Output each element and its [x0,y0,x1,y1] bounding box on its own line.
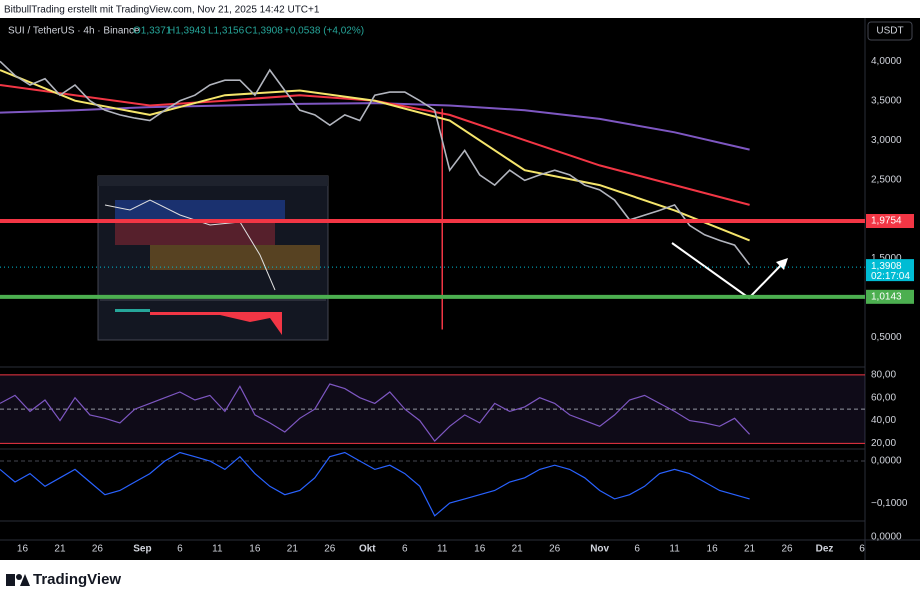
indicator-line [0,383,751,443]
y-tick-label: 80,00 [871,369,896,380]
credit: BitbullTrading erstellt mit TradingView.… [4,5,320,16]
x-tick-label: 11 [212,544,223,555]
ohlc-open: O1,3371 [133,26,172,37]
x-tick-label: 6 [634,544,640,555]
level-label-box [866,214,914,229]
indicator-line [0,451,750,517]
ohlc-close: C1,3908 [245,26,283,37]
x-tick-label: 26 [781,544,793,555]
y-tick-label: 4,0000 [871,56,902,67]
y-tick-label: 0,5000 [871,332,902,343]
x-tick-label: 21 [744,544,756,555]
x-tick-label: 6 [859,544,865,555]
x-tick-label: 21 [54,544,66,555]
countdown: 02:17:04 [871,271,910,282]
x-tick-label: 26 [549,544,561,555]
x-tick-label: 11 [669,544,680,555]
x-tick-label: 16 [707,544,719,555]
price-line [0,60,751,266]
logo-text: TradingView [33,571,121,588]
inset-screenshot [97,175,329,341]
x-tick-label: 6 [177,544,183,555]
ohlc-high: H1,3943 [168,26,206,37]
x-tick-label: 26 [324,544,336,555]
y-tick-label: 3,0000 [871,135,902,146]
x-tick-label: Dez [816,544,834,555]
moving-average [0,69,750,242]
y-tick-label: 0,0000 [871,456,902,467]
y-tick-label: 2,5000 [871,174,902,185]
ohlc-change: +0,0538 (+4,02%) [284,26,364,37]
level-label: 1,0143 [871,291,902,302]
x-tick-label: 16 [249,544,261,555]
x-tick-label: 21 [512,544,524,555]
currency[interactable]: USDT [876,26,903,37]
y-tick-label: 0,0000 [871,532,902,543]
rsi-band [0,374,865,444]
level-label: 1,9754 [871,216,902,227]
x-tick-label: Sep [133,544,151,555]
level-label-box [866,289,914,304]
y-tick-label: 3,5000 [871,95,902,106]
x-tick-label: Okt [359,544,376,555]
moving-average [0,102,750,151]
ohlc-low: L1,3156 [208,26,245,37]
y-tick-label: 20,00 [871,438,896,449]
x-tick-label: 16 [474,544,486,555]
y-tick-label: 40,00 [871,415,896,426]
x-tick-label: 6 [402,544,408,555]
y-tick-label: 60,00 [871,392,896,403]
x-tick-label: 21 [287,544,299,555]
last-price-box [866,259,914,282]
x-tick-label: 16 [17,544,29,555]
last-price-label: 1,3908 [871,261,902,272]
currency-box[interactable] [867,21,913,41]
x-tick-label: 11 [437,544,448,555]
symbol-name: SUI / TetherUS · 4h · Binance [8,26,140,37]
x-tick-label: 26 [92,544,104,555]
y-tick-label: −0,1000 [871,498,908,509]
logo: TradingView [6,571,121,588]
x-tick-label: Nov [590,544,609,555]
y-tick-label: 1,5000 [871,253,902,264]
